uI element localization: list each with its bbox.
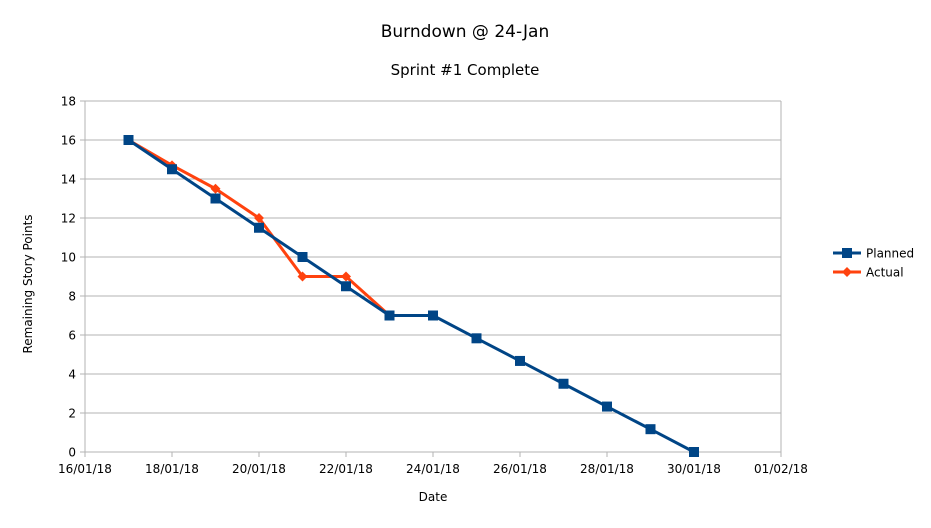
planned-point: [471, 333, 482, 344]
y-tick-label: 8: [68, 290, 76, 304]
actual-point: [297, 271, 308, 282]
x-tick-label: 26/01/18: [493, 462, 547, 476]
x-tick-label: 01/02/18: [754, 462, 808, 476]
planned-point: [384, 310, 395, 321]
planned-point: [602, 401, 612, 412]
grid: [85, 100, 781, 453]
legend: Planned Actual: [833, 247, 914, 280]
y-tick-label: 10: [61, 251, 76, 265]
actual-point: [341, 271, 351, 282]
actual-point: [210, 183, 221, 194]
y-tick-label: 6: [68, 329, 76, 343]
x-tick-label: 20/01/18: [232, 462, 286, 476]
planned-point: [341, 281, 351, 292]
y-tick-label: 4: [68, 368, 76, 382]
axes: 0 2 4 6 8 10 12 14 16 18 16/01/18 18/01/18 20/01/18 2…: [58, 95, 808, 477]
planned-point: [645, 424, 656, 435]
x-tick-label: 18/01/18: [145, 462, 199, 476]
legend-label: Actual: [866, 266, 904, 280]
y-tick-label: 12: [61, 212, 76, 226]
y-tick-label: 16: [61, 134, 76, 148]
planned-point: [167, 164, 177, 175]
legend-marker: [842, 248, 852, 258]
actual-point: [254, 213, 264, 223]
x-tick-label: 16/01/18: [58, 462, 112, 476]
planned-point: [515, 355, 525, 366]
chart-subtitle: Sprint #1 Complete: [391, 61, 540, 79]
legend-item-planned: Planned: [833, 247, 914, 261]
y-tick-label: 2: [68, 407, 76, 421]
x-tick-label: 30/01/18: [667, 462, 721, 476]
planned-point: [123, 135, 134, 145]
y-axis-label: Remaining Story Points: [21, 214, 35, 353]
legend-item-actual: Actual: [833, 266, 904, 280]
planned-point: [297, 252, 308, 262]
x-axis-label: Date: [419, 490, 448, 504]
planned-line: [127, 138, 695, 454]
x-tick-label: 24/01/18: [406, 462, 460, 476]
x-tick-label: 22/01/18: [319, 462, 373, 476]
chart-title: Burndown @ 24-Jan: [381, 22, 550, 42]
planned-point: [210, 193, 221, 204]
y-tick-label: 18: [61, 95, 76, 109]
legend-label: Planned: [866, 247, 914, 261]
planned-point: [254, 222, 264, 233]
series: [123, 135, 699, 457]
legend-marker: [842, 267, 852, 277]
x-tick-label: 28/01/18: [580, 462, 634, 476]
series-planned: [123, 135, 699, 457]
planned-point: [558, 378, 569, 389]
planned-point: [689, 447, 699, 457]
y-tick-label: 0: [68, 446, 76, 460]
y-tick-label: 14: [61, 173, 76, 187]
planned-point: [428, 310, 438, 321]
